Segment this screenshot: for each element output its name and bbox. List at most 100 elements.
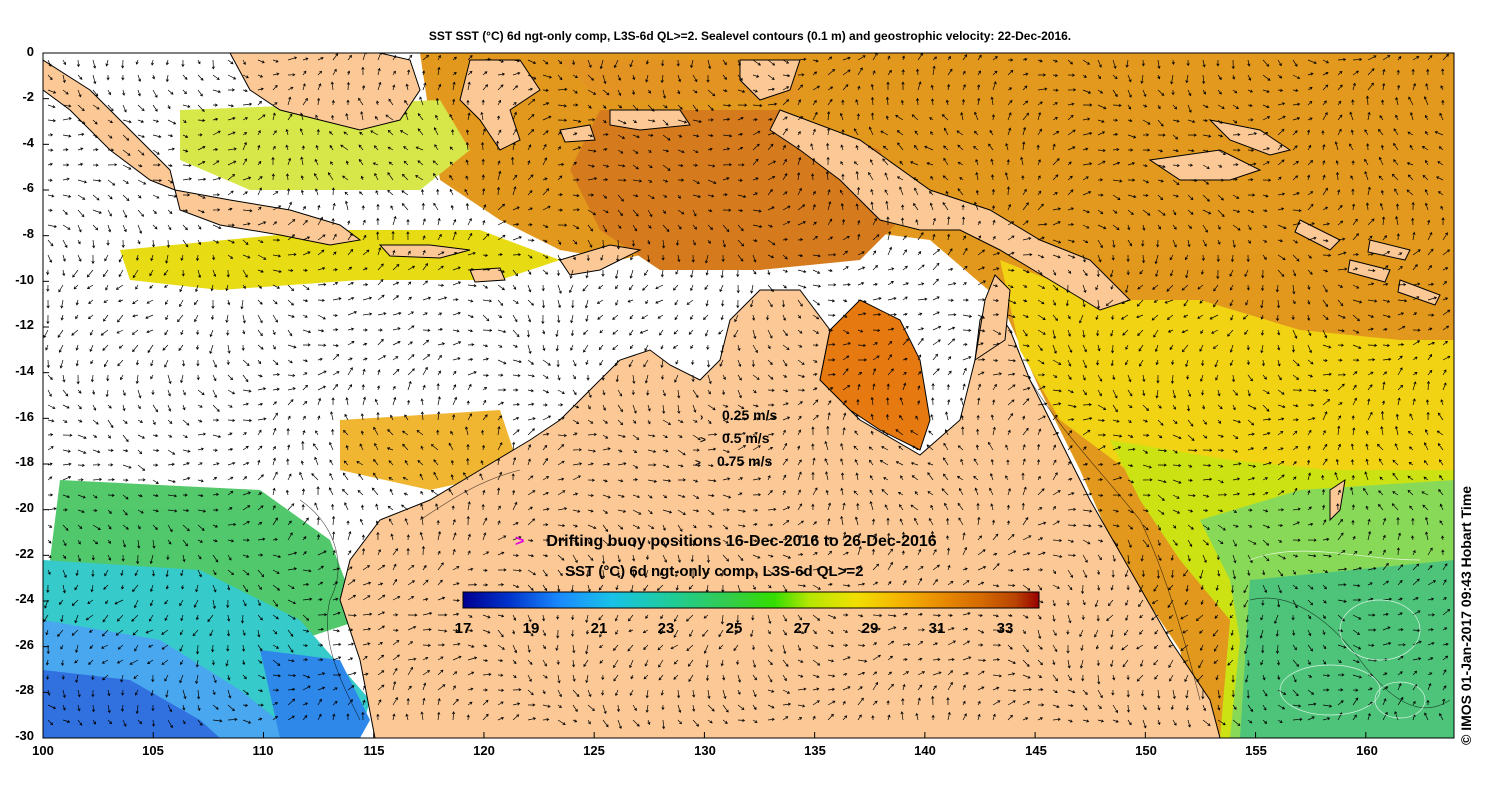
velocity-arrow — [212, 584, 217, 593]
velocity-arrow — [377, 67, 381, 76]
velocity-arrow — [752, 104, 763, 108]
velocity-arrow — [1022, 444, 1026, 451]
velocity-arrow — [272, 401, 277, 406]
velocity-arrow — [767, 269, 771, 276]
velocity-arrow — [1082, 117, 1091, 121]
velocity-arrow — [347, 628, 354, 632]
velocity-arrow — [331, 397, 335, 406]
velocity-arrow — [346, 99, 350, 105]
velocity-arrow — [1247, 162, 1257, 166]
velocity-arrow — [674, 314, 679, 321]
velocity-arrow — [602, 119, 607, 124]
velocity-arrow — [179, 299, 184, 308]
velocity-arrow — [452, 341, 462, 346]
velocity-arrow — [812, 221, 817, 226]
velocity-arrow — [1409, 446, 1414, 451]
velocity-arrow — [137, 404, 141, 410]
velocity-arrow-icon: > — [700, 435, 706, 446]
solomon-2 — [1347, 259, 1391, 283]
australia-landmass — [339, 289, 1221, 738]
velocity-arrow — [182, 434, 188, 438]
velocity-arrow — [1202, 508, 1209, 513]
velocity-arrow — [362, 595, 371, 601]
velocity-arrow — [827, 111, 831, 121]
velocity-arrow — [150, 584, 154, 593]
velocity-arrow — [797, 329, 803, 334]
velocity-arrow — [943, 127, 949, 136]
velocity-arrow — [227, 490, 234, 496]
velocity-arrow — [1110, 329, 1114, 337]
velocity-arrow — [902, 265, 908, 271]
velocity-arrow — [117, 314, 124, 323]
velocity-arrow — [977, 235, 981, 241]
velocity-arrow — [947, 233, 951, 241]
velocity-arrow — [872, 328, 881, 333]
velocity-arrow — [692, 209, 697, 217]
velocity-arrow — [1292, 102, 1301, 106]
velocity-arrow — [943, 145, 949, 151]
velocity-arrow — [659, 629, 664, 635]
velocity-arrow — [77, 162, 84, 166]
velocity-arrow — [1172, 134, 1179, 140]
velocity-arrow — [332, 202, 336, 211]
velocity-arrow — [1083, 103, 1093, 107]
velocity-arrow — [527, 207, 533, 211]
velocity-arrow — [882, 158, 889, 166]
velocity-arrow — [272, 191, 279, 196]
velocity-arrow — [1110, 584, 1114, 591]
velocity-arrow — [857, 565, 862, 571]
velocity-arrow — [1382, 251, 1391, 256]
velocity-arrow — [1392, 491, 1399, 496]
velocity-arrow — [840, 487, 844, 496]
velocity-arrow — [1367, 186, 1371, 196]
velocity-arrow — [118, 344, 124, 349]
velocity-arrow — [931, 397, 935, 406]
velocity-arrow — [927, 472, 934, 481]
velocity-arrow — [827, 518, 831, 526]
velocity-arrow — [644, 374, 649, 384]
velocity-arrow — [992, 358, 999, 363]
velocity-arrow — [1007, 87, 1013, 91]
velocity-arrow — [62, 508, 68, 512]
velocity-arrow — [302, 517, 309, 526]
velocity-arrow — [1442, 325, 1450, 331]
velocity-arrow — [347, 248, 354, 256]
velocity-arrow — [752, 461, 760, 466]
velocity-arrow — [1292, 476, 1297, 481]
velocity-arrow — [856, 113, 860, 121]
velocity-arrow — [707, 432, 718, 436]
velocity-arrow — [557, 569, 563, 577]
velocity-arrow — [482, 57, 491, 61]
velocity-arrow — [392, 340, 401, 346]
velocity-arrow — [1037, 475, 1041, 481]
velocity-arrow — [1423, 476, 1429, 481]
velocity-arrow — [672, 344, 679, 349]
velocity-arrow — [602, 404, 606, 411]
velocity-arrow — [92, 119, 98, 125]
velocity-arrow — [167, 479, 176, 484]
velocity-arrow — [152, 404, 158, 413]
velocity-arrow — [736, 299, 740, 309]
velocity-arrow — [467, 371, 477, 376]
velocity-arrow — [1157, 554, 1162, 561]
velocity-arrow — [1322, 443, 1328, 451]
velocity-arrow — [1382, 357, 1392, 361]
velocity-arrow — [272, 487, 276, 496]
velocity-arrow — [1262, 224, 1268, 228]
velocity-arrow — [377, 355, 387, 361]
velocity-arrow — [1363, 487, 1369, 496]
velocity-arrow — [1352, 267, 1358, 271]
velocity-arrow — [212, 418, 220, 422]
velocity-arrow — [900, 99, 904, 106]
velocity-arrow — [1215, 374, 1219, 381]
velocity-arrow — [1157, 133, 1166, 137]
velocity-arrow — [662, 209, 666, 214]
velocity-arrow — [782, 402, 789, 406]
velocity-arrow — [661, 254, 665, 261]
velocity-arrow — [1277, 128, 1285, 136]
velocity-arrow — [207, 614, 214, 623]
velocity-arrow — [211, 254, 216, 261]
velocity-arrow — [449, 114, 454, 121]
velocity-arrow — [1183, 299, 1189, 307]
x-tick-label: 140 — [914, 743, 936, 758]
